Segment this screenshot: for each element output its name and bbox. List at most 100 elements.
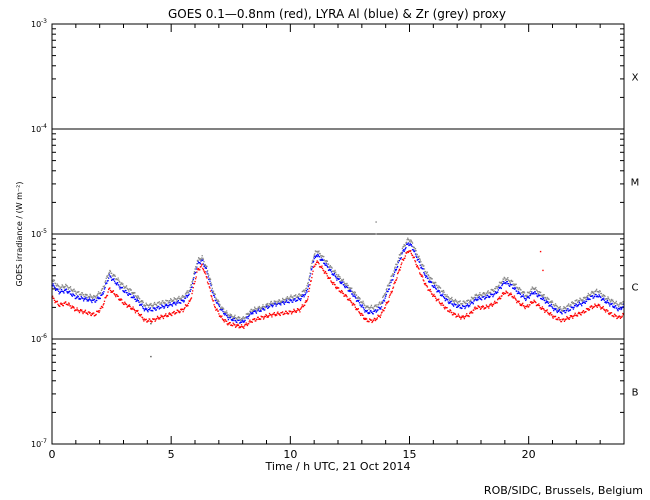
data-point bbox=[325, 262, 327, 265]
data-point bbox=[194, 280, 196, 283]
data-point bbox=[243, 327, 245, 329]
data-point bbox=[180, 298, 182, 300]
data-point bbox=[382, 309, 384, 311]
data-point bbox=[391, 290, 393, 292]
data-point bbox=[422, 279, 424, 281]
data-point bbox=[280, 301, 283, 303]
data-point bbox=[154, 320, 156, 322]
data-point bbox=[542, 296, 544, 299]
data-point bbox=[420, 266, 423, 268]
data-point bbox=[608, 313, 610, 316]
data-point bbox=[66, 286, 69, 288]
data-point bbox=[376, 310, 378, 312]
data-point bbox=[448, 299, 451, 301]
data-point bbox=[227, 319, 230, 321]
data-point bbox=[377, 314, 379, 316]
data-point bbox=[187, 302, 190, 304]
data-point bbox=[82, 297, 84, 300]
data-point bbox=[483, 295, 485, 298]
data-point bbox=[449, 309, 451, 311]
data-point bbox=[103, 285, 106, 287]
data-point bbox=[239, 326, 241, 329]
data-point bbox=[177, 297, 180, 299]
data-point bbox=[562, 307, 564, 310]
data-point bbox=[607, 296, 609, 298]
data-point bbox=[581, 299, 583, 301]
data-point bbox=[556, 305, 558, 307]
data-point bbox=[249, 311, 252, 313]
data-point bbox=[398, 259, 401, 262]
data-point bbox=[78, 290, 80, 293]
data-point bbox=[576, 299, 578, 301]
data-point bbox=[128, 290, 130, 292]
data-point bbox=[472, 297, 474, 299]
data-point bbox=[136, 297, 138, 299]
x-tick-label: 5 bbox=[168, 448, 175, 461]
data-point bbox=[290, 310, 292, 313]
data-point bbox=[509, 285, 511, 287]
flare-class-label: B bbox=[632, 388, 639, 399]
data-point bbox=[585, 298, 587, 301]
data-point bbox=[137, 296, 140, 298]
data-point bbox=[131, 293, 134, 295]
data-point bbox=[80, 298, 82, 300]
data-point bbox=[128, 292, 130, 294]
data-point bbox=[399, 253, 402, 255]
data-point bbox=[296, 308, 299, 310]
data-point bbox=[590, 306, 592, 308]
data-point bbox=[401, 253, 403, 255]
data-point bbox=[329, 264, 331, 267]
data-point bbox=[209, 283, 212, 285]
data-point bbox=[164, 306, 166, 308]
flare-class-label: C bbox=[632, 283, 639, 294]
data-point bbox=[292, 296, 294, 299]
data-point bbox=[430, 277, 432, 279]
data-point bbox=[619, 307, 621, 310]
data-point bbox=[573, 306, 575, 309]
y-tick-exponent: -7 bbox=[41, 438, 47, 445]
data-point bbox=[86, 294, 88, 296]
data-point bbox=[260, 310, 262, 312]
data-point bbox=[458, 315, 460, 317]
data-point bbox=[523, 291, 525, 293]
data-point bbox=[143, 308, 145, 310]
data-point bbox=[115, 278, 118, 280]
data-point bbox=[108, 271, 110, 274]
data-point bbox=[560, 308, 562, 310]
data-point bbox=[193, 277, 195, 279]
data-point bbox=[271, 306, 274, 308]
data-point bbox=[534, 291, 536, 293]
data-point bbox=[131, 308, 133, 311]
data-point bbox=[82, 294, 85, 296]
data-point bbox=[385, 292, 387, 294]
data-point bbox=[290, 313, 293, 315]
data-point bbox=[330, 280, 332, 282]
data-point bbox=[115, 295, 117, 298]
data-point bbox=[87, 300, 90, 302]
data-point bbox=[380, 314, 382, 316]
data-point bbox=[545, 298, 548, 301]
data-point bbox=[103, 300, 106, 302]
data-point bbox=[384, 307, 386, 309]
data-point bbox=[448, 297, 450, 299]
data-point bbox=[281, 300, 283, 302]
data-point bbox=[381, 311, 383, 313]
data-point bbox=[538, 291, 541, 293]
data-point bbox=[478, 296, 480, 298]
data-point bbox=[446, 307, 448, 309]
data-point bbox=[69, 287, 71, 289]
data-point bbox=[388, 296, 390, 298]
data-point bbox=[209, 287, 211, 289]
data-point bbox=[126, 292, 128, 294]
data-point bbox=[376, 318, 378, 320]
data-point bbox=[496, 302, 498, 304]
data-point bbox=[420, 275, 423, 278]
data-point bbox=[326, 275, 328, 277]
data-point bbox=[370, 304, 373, 307]
data-point bbox=[618, 308, 620, 310]
data-point bbox=[475, 299, 477, 301]
data-point bbox=[121, 286, 124, 289]
data-point bbox=[537, 294, 539, 296]
data-point bbox=[344, 283, 346, 285]
data-point bbox=[156, 317, 158, 320]
